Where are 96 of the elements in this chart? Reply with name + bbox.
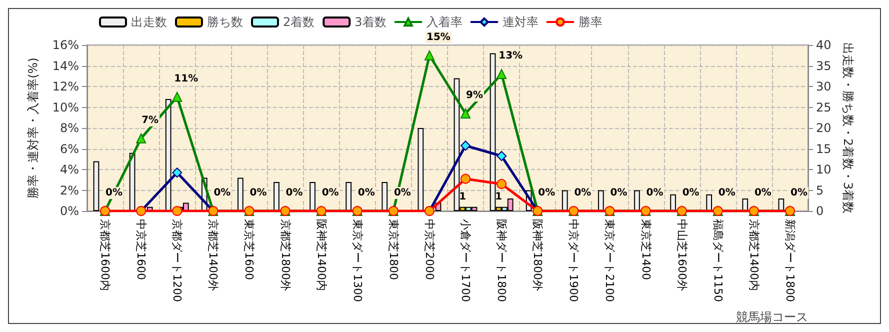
x-tick-label: 京都ダート1200 bbox=[170, 219, 184, 302]
data-label: 9% bbox=[466, 90, 484, 101]
data-label: 0% bbox=[646, 188, 664, 198]
data-label: 0% bbox=[286, 188, 303, 198]
bar bbox=[418, 128, 424, 211]
bar bbox=[382, 182, 388, 211]
data-label: 0% bbox=[574, 188, 592, 198]
y2-tick-label: 15 bbox=[816, 142, 832, 156]
y-tick-label: 6% bbox=[60, 142, 79, 156]
y2-tick-label: 25 bbox=[816, 100, 832, 114]
point bbox=[460, 108, 471, 118]
bar bbox=[346, 182, 352, 211]
bar bbox=[182, 202, 189, 211]
bar bbox=[238, 178, 244, 211]
y2-tick-label: 10 bbox=[816, 162, 832, 176]
x-tick-label: 京都芝1400内 bbox=[747, 219, 760, 291]
y2-tick-label: 20 bbox=[816, 121, 832, 135]
data-label: 0% bbox=[718, 188, 736, 198]
data-label: 0% bbox=[106, 188, 123, 198]
y2-axis-title: 出走数・勝ち数・2着数・3着数 bbox=[841, 42, 856, 214]
bar bbox=[310, 182, 316, 211]
point bbox=[460, 174, 471, 184]
y-tick-label: 0% bbox=[60, 204, 79, 218]
y2-tick-label: 30 bbox=[816, 80, 832, 94]
x-tick-label: 京都芝1400外 bbox=[206, 219, 220, 291]
data-label: 0% bbox=[394, 188, 411, 198]
legend-label: 入着率 bbox=[426, 15, 462, 29]
point bbox=[172, 168, 182, 178]
x-tick-label: 東京ダート1300 bbox=[350, 219, 364, 302]
data-label: 7% bbox=[142, 114, 159, 126]
x-tick-label: 東京芝1600 bbox=[242, 219, 256, 280]
y-tick-label: 2% bbox=[60, 183, 79, 198]
point bbox=[172, 92, 182, 102]
x-tick-label: 阪神芝1800外 bbox=[531, 219, 544, 291]
y-tick-label: 10% bbox=[52, 100, 79, 114]
legend-label: 連対率 bbox=[502, 15, 538, 29]
y2-tick-label: 35 bbox=[816, 58, 832, 73]
x-axis-title: 競馬場コース bbox=[736, 310, 808, 324]
data-label: 1 bbox=[495, 191, 502, 202]
bar bbox=[706, 194, 712, 211]
legend-label: 出走数 bbox=[131, 15, 167, 29]
x-tick-label: 中京ダート1900 bbox=[567, 219, 580, 302]
point bbox=[496, 151, 507, 162]
legend-label: 勝率 bbox=[578, 15, 602, 29]
y2-tick-label: 0 bbox=[816, 204, 824, 218]
data-label: 0% bbox=[790, 188, 808, 198]
data-label: 0% bbox=[754, 188, 772, 198]
point bbox=[496, 179, 507, 190]
bar bbox=[742, 198, 748, 211]
legend-label: 2着数 bbox=[283, 15, 315, 29]
bar bbox=[598, 190, 604, 211]
x-tick-label: 中京芝2000 bbox=[422, 219, 436, 280]
x-tick-label: 東京ダート2100 bbox=[603, 219, 616, 302]
x-tick-label: 中京芝1600 bbox=[134, 219, 148, 280]
x-tick-label: 阪神芝1400内 bbox=[314, 219, 328, 291]
bar bbox=[274, 182, 280, 211]
bar bbox=[562, 190, 568, 211]
point bbox=[136, 133, 146, 144]
data-label: 0% bbox=[682, 188, 700, 198]
data-label: 0% bbox=[538, 188, 556, 198]
x-tick-label: 東京芝1800 bbox=[386, 219, 400, 280]
data-label: 0% bbox=[610, 188, 628, 198]
point bbox=[460, 140, 471, 151]
data-label: 13% bbox=[498, 50, 523, 62]
y-tick-label: 8% bbox=[60, 121, 79, 135]
data-label: 15% bbox=[426, 32, 450, 43]
legend-label: 勝ち数 bbox=[207, 15, 243, 29]
point bbox=[172, 206, 182, 216]
data-label: 0% bbox=[214, 188, 231, 198]
bar bbox=[670, 194, 676, 211]
bar bbox=[93, 161, 100, 211]
x-tick-label: 中山芝1600外 bbox=[675, 219, 688, 291]
data-label: 0% bbox=[358, 188, 375, 198]
data-label: 1 bbox=[459, 191, 466, 202]
y-tick-label: 14% bbox=[52, 58, 79, 73]
point bbox=[424, 50, 434, 60]
y2-tick-label: 40 bbox=[816, 38, 832, 52]
x-tick-label: 東京芝1400 bbox=[639, 219, 652, 280]
x-tick-label: 新潟ダート1800 bbox=[783, 219, 796, 302]
y-axis-title: 勝率・連対率・入着率(%) bbox=[26, 58, 40, 198]
data-label: 0% bbox=[322, 188, 339, 198]
x-tick-label: 京都芝1600内 bbox=[98, 219, 112, 291]
data-label: 11% bbox=[174, 73, 198, 84]
x-tick-label: 阪神ダート1800 bbox=[495, 219, 508, 302]
point bbox=[496, 69, 507, 80]
x-tick-label: 小倉ダート1700 bbox=[459, 219, 472, 302]
data-label: 0% bbox=[250, 188, 267, 198]
y-tick-label: 12% bbox=[52, 80, 79, 94]
y2-tick-label: 5 bbox=[816, 183, 824, 198]
y-tick-label: 16% bbox=[52, 38, 79, 52]
x-tick-label: 福島ダート1150 bbox=[711, 219, 724, 302]
bar bbox=[165, 98, 172, 211]
x-tick-label: 京都芝1800外 bbox=[278, 219, 292, 291]
bar bbox=[634, 190, 640, 211]
legend-label: 3着数 bbox=[354, 15, 386, 29]
y-tick-label: 4% bbox=[60, 162, 79, 176]
